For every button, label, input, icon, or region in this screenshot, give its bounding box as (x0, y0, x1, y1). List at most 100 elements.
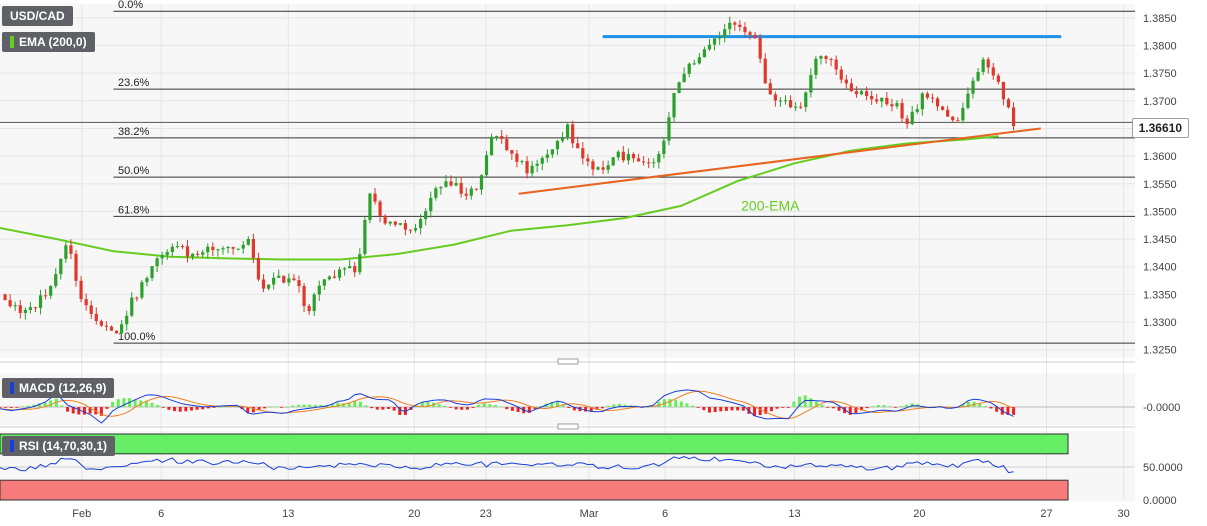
candle-body (145, 278, 149, 283)
x-tick-label: 20 (408, 508, 420, 520)
candle-body (348, 266, 352, 269)
macd-histogram-bar (539, 405, 543, 407)
candle-body (905, 118, 909, 125)
candle-body (403, 223, 408, 230)
candle-body (996, 75, 1000, 82)
candle-body (657, 153, 661, 163)
macd-histogram-bar (370, 407, 374, 409)
macd-histogram-bar (555, 401, 559, 407)
candle-body (383, 215, 387, 224)
macd-histogram-bar (212, 407, 216, 408)
x-tick-label: 6 (662, 508, 668, 520)
candle-body (930, 97, 935, 99)
macd-histogram-bar (1006, 407, 1010, 415)
macd-legend[interactable]: MACD (12,26,9) (2, 378, 115, 398)
candle-body (616, 151, 620, 158)
macd-histogram-bar (330, 404, 334, 407)
candle-body (479, 175, 484, 190)
candle-body (272, 277, 276, 285)
y-tick-label: 1.3350 (1143, 289, 1177, 301)
candle-body (79, 280, 83, 300)
candle-body (327, 276, 332, 280)
macd-histogram-bar (26, 405, 30, 407)
candle-body (748, 32, 752, 35)
macd-histogram-bar (516, 407, 520, 412)
candle-body (201, 252, 205, 255)
y-tick-label: 1.3400 (1143, 262, 1177, 274)
ema-legend-label: EMA (200,0) (19, 35, 87, 49)
macd-histogram-bar (477, 404, 481, 407)
candle-body (434, 188, 438, 198)
macd-histogram-bar (274, 406, 278, 408)
candle-body (900, 103, 904, 119)
macd-histogram-bar (37, 403, 41, 407)
candle-body (393, 221, 397, 225)
candle-body (505, 138, 509, 151)
macd-histogram-bar (691, 405, 695, 407)
candle-body (74, 253, 78, 281)
x-tick-label: 13 (282, 508, 294, 520)
candle-body (961, 107, 965, 121)
x-tick-label: 27 (1040, 508, 1052, 520)
macd-histogram-bar (617, 403, 621, 407)
candle-body (38, 295, 43, 308)
macd-histogram-bar (32, 404, 36, 407)
candle-body (530, 165, 534, 174)
macd-histogram-bar (826, 407, 830, 408)
macd-histogram-bar (111, 401, 115, 407)
candle-body (165, 251, 169, 256)
macd-histogram-bar (420, 402, 424, 407)
x-tick-label: Mar (580, 508, 599, 520)
y-tick-label: 1.3850 (1143, 13, 1177, 25)
macd-histogram-bar (285, 406, 289, 408)
candle-body (216, 249, 220, 251)
fib-level-label: 23.6% (118, 77, 149, 89)
candle-body (287, 278, 291, 283)
candle-body (875, 99, 879, 102)
candle-body (788, 100, 793, 108)
macd-histogram-bar (488, 404, 492, 407)
candle-body (130, 297, 134, 316)
macd-histogram-bar (550, 401, 554, 407)
candle-body (712, 38, 717, 45)
candle-body (560, 137, 565, 141)
candle-body (175, 246, 179, 248)
candle-body (99, 321, 103, 326)
macd-histogram-bar (848, 407, 852, 415)
x-tick-label: 6 (158, 508, 164, 520)
rsi-tick-label: 0.0000 (1143, 495, 1177, 507)
macd-histogram-bar (831, 407, 835, 409)
candle-body (317, 285, 321, 295)
candle-body (444, 181, 448, 187)
macd-histogram-bar (341, 403, 345, 407)
candle-body (54, 274, 58, 287)
macd-histogram-bar (9, 407, 13, 408)
macd-histogram-bar (465, 407, 469, 410)
candle-body (758, 38, 762, 59)
rsi-legend-label: RSI (14,70,30,1) (19, 439, 108, 453)
candle-body (738, 24, 742, 28)
rsi-tick-label: 50.0000 (1143, 462, 1183, 474)
candle-body (408, 229, 413, 231)
macd-legend-label: MACD (12,26,9) (19, 381, 107, 395)
candle-body (849, 83, 853, 92)
ema-legend[interactable]: EMA (200,0) (2, 32, 95, 52)
candle-body (211, 246, 215, 251)
macd-histogram-bar (49, 400, 53, 407)
candle-body (799, 106, 803, 108)
candle-body (489, 136, 494, 156)
rsi-oversold-zone (0, 479, 1069, 501)
macd-histogram-bar (567, 407, 571, 408)
candle-body (297, 280, 301, 287)
candle-body (246, 238, 250, 245)
rsi-legend[interactable]: RSI (14,70,30,1) (2, 436, 116, 456)
macd-histogram-bar (707, 407, 711, 413)
candle-body (768, 83, 772, 95)
candle-body (611, 157, 615, 166)
macd-histogram-bar (679, 401, 683, 407)
macd-histogram-bar (612, 404, 616, 407)
symbol-badge[interactable]: USD/CAD (2, 6, 73, 26)
candle-body (981, 59, 985, 72)
candle-body (743, 27, 747, 33)
